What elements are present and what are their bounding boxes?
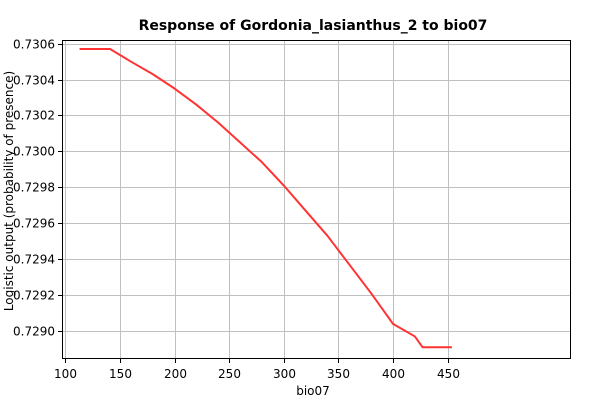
plot-area [62,40,570,358]
x-tick-label: 400 [382,367,405,381]
y-tick-label: 0.7300 [13,145,55,159]
y-tick-label: 0.7296 [13,217,55,231]
x-tick-label: 450 [437,367,460,381]
y-axis-label: Logistic output (probability of presence… [2,71,16,311]
y-tick-label: 0.7298 [13,181,55,195]
grid-layer [62,40,570,358]
y-tick-label: 0.7306 [13,38,55,52]
x-tick-label: 300 [273,367,296,381]
y-tick-label: 0.7294 [13,253,55,267]
chart-title: Response of Gordonia_lasianthus_2 to bio… [139,18,488,34]
y-tick-label: 0.7302 [13,109,55,123]
x-axis-label: bio07 [296,384,330,398]
x-tick-label: 250 [218,367,241,381]
axes-layer [62,40,571,359]
series-layer [79,47,452,349]
x-tick-label: 350 [327,367,350,381]
x-tick-label: 100 [54,367,77,381]
ticks-layer: 100 150 200 250 300 350 400 450 0.7290 0.7292 0.72… [13,38,460,382]
y-tick-label: 0.7304 [13,74,55,88]
y-tick-label: 0.7292 [13,289,55,303]
plot-frame [62,40,571,359]
x-tick-label: 200 [164,367,187,381]
x-tick-label: 150 [109,367,132,381]
response-curve-line [79,47,452,349]
y-tick-label: 0.7290 [13,325,55,339]
